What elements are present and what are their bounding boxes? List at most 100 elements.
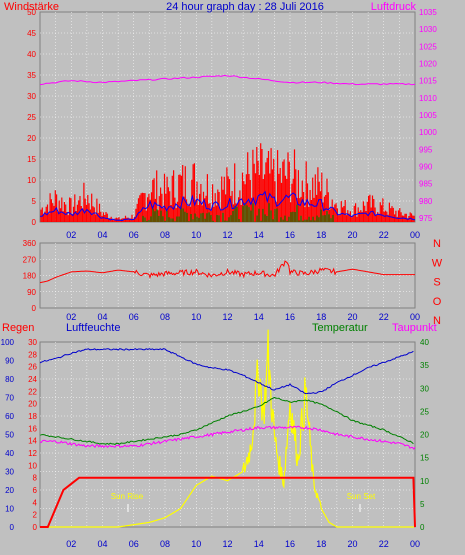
compass-label: S <box>433 277 440 289</box>
y-tick-label: 4 <box>33 498 38 507</box>
y-tick-label: 20 <box>420 431 429 440</box>
x-tick-label: 22 <box>379 230 389 240</box>
y-tick-label: 40 <box>5 449 14 458</box>
wind-direction-series <box>39 260 415 284</box>
y-tick-label: 270 <box>23 255 37 264</box>
y-tick-label: 40 <box>420 338 429 347</box>
pressure-series <box>39 74 416 86</box>
y-tick-label: 90 <box>27 288 36 297</box>
x-tick-label: 12 <box>222 230 232 240</box>
x-tick-label: 06 <box>129 312 139 322</box>
x-tick-label: 08 <box>160 312 170 322</box>
y-tick-label: 1025 <box>419 42 437 51</box>
y-tick-label: 0 <box>33 523 38 532</box>
y-tick-label: 1030 <box>419 25 437 34</box>
y-tick-label: 360 <box>23 239 37 248</box>
compass-label: W <box>432 257 443 269</box>
y-tick-label: 8 <box>33 474 38 483</box>
y-tick-label: 10 <box>5 505 14 514</box>
y-tick-label: 20 <box>5 486 14 495</box>
dewpoint-axis-title: Taupunkt <box>392 322 437 334</box>
x-tick-label: 02 <box>66 312 76 322</box>
y-tick-label: 40 <box>27 50 36 59</box>
x-tick-label: 18 <box>316 312 326 322</box>
y-tick-label: 20 <box>28 400 37 409</box>
y-tick-label: 980 <box>419 197 433 206</box>
x-tick-label: 16 <box>285 230 295 240</box>
rain-axis-title: Regen <box>2 322 34 334</box>
y-tick-label: 990 <box>419 163 433 172</box>
x-tick-label: 20 <box>347 230 357 240</box>
y-tick-label: 35 <box>27 71 36 80</box>
x-tick-label: 04 <box>97 230 107 240</box>
x-tick-label: 20 <box>347 539 357 549</box>
y-tick-label: 45 <box>27 29 36 38</box>
y-tick-label: 30 <box>5 468 14 477</box>
x-tick-label: 22 <box>379 312 389 322</box>
y-tick-label: 14 <box>28 437 37 446</box>
y-tick-label: 25 <box>420 407 429 416</box>
y-tick-label: 10 <box>28 461 37 470</box>
wind-average-series <box>40 190 416 222</box>
y-tick-label: 1010 <box>419 94 437 103</box>
x-tick-label: 02 <box>66 230 76 240</box>
y-tick-label: 12 <box>28 449 37 458</box>
sunrise-label: Sun Rise <box>111 492 144 501</box>
y-tick-label: 0 <box>420 523 425 532</box>
y-tick-label: 10 <box>27 176 36 185</box>
y-tick-label: 24 <box>28 375 37 384</box>
rain-series <box>40 476 416 528</box>
y-tick-label: 60 <box>5 412 14 421</box>
y-tick-label: 50 <box>27 8 36 17</box>
x-tick-label: 22 <box>379 539 389 549</box>
x-tick-label: 18 <box>316 539 326 549</box>
y-tick-label: 5 <box>32 197 37 206</box>
y-tick-label: 1000 <box>419 128 437 137</box>
y-tick-label: 30 <box>27 92 36 101</box>
y-tick-label: 0 <box>32 304 37 313</box>
y-tick-label: 0 <box>10 523 15 532</box>
x-tick-label: 10 <box>191 539 201 549</box>
wind-axis-title: Windstärke <box>4 1 59 13</box>
y-tick-label: 2 <box>33 511 38 520</box>
y-tick-label: 995 <box>419 145 433 154</box>
x-tick-label: 00 <box>410 312 420 322</box>
compass-label: N <box>433 315 441 327</box>
y-tick-label: 985 <box>419 180 433 189</box>
y-tick-label: 20 <box>27 134 36 143</box>
y-tick-label: 15 <box>27 155 36 164</box>
x-tick-label: 14 <box>254 312 264 322</box>
y-tick-label: 16 <box>28 424 37 433</box>
y-tick-label: 1020 <box>419 60 437 69</box>
temperature-series <box>39 396 414 445</box>
y-tick-label: 26 <box>28 363 37 372</box>
y-tick-label: 22 <box>28 387 37 396</box>
x-tick-label: 12 <box>222 539 232 549</box>
x-tick-label: 04 <box>97 539 107 549</box>
y-tick-label: 90 <box>5 357 14 366</box>
y-tick-label: 18 <box>28 412 37 421</box>
sunset-label: Sun Set <box>347 492 376 501</box>
humidity-series <box>39 348 414 395</box>
y-tick-label: 1035 <box>419 8 437 17</box>
y-tick-label: 1015 <box>419 77 437 86</box>
y-tick-label: 30 <box>420 384 429 393</box>
x-tick-label: 14 <box>254 539 264 549</box>
solar-series <box>40 329 415 528</box>
x-tick-label: 18 <box>316 230 326 240</box>
x-tick-label: 12 <box>222 312 232 322</box>
y-tick-label: 5 <box>420 500 425 509</box>
y-tick-label: 30 <box>28 338 37 347</box>
humidity-axis-title: Luftfeuchte <box>66 322 120 334</box>
x-tick-label: 00 <box>410 230 420 240</box>
x-tick-label: 10 <box>191 230 201 240</box>
compass-label: N <box>433 238 441 250</box>
wind-min-series <box>142 202 334 222</box>
x-tick-label: 14 <box>254 230 264 240</box>
x-tick-label: 00 <box>410 539 420 549</box>
x-tick-label: 02 <box>66 539 76 549</box>
y-tick-label: 28 <box>28 350 37 359</box>
y-tick-label: 25 <box>27 113 36 122</box>
